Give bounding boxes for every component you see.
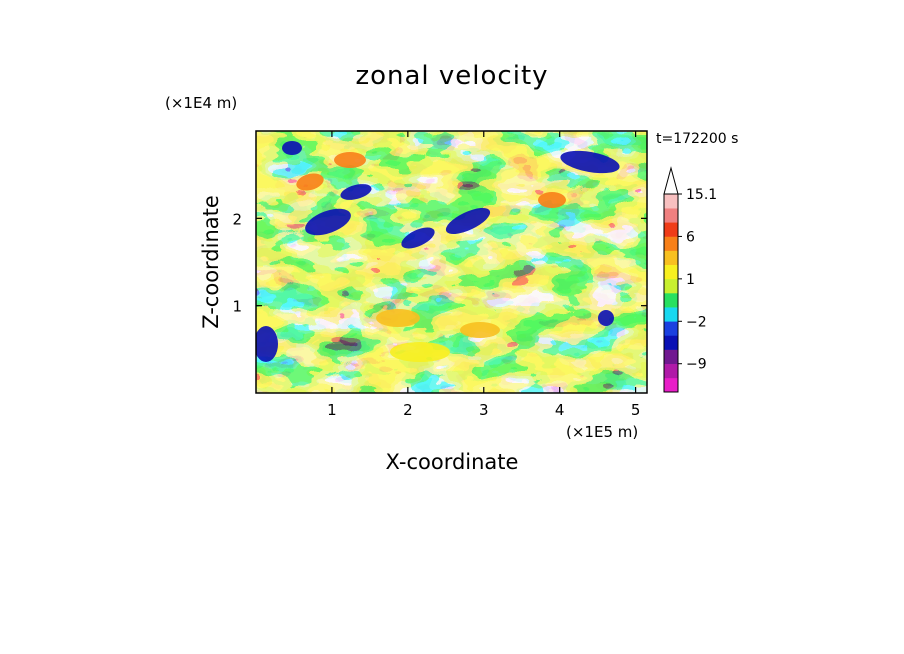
y-tick-label: 2: [232, 210, 242, 228]
colorbar-swatch: [664, 363, 678, 379]
colorbar-swatch: [664, 377, 678, 393]
colorbar-swatch: [664, 307, 678, 322]
colorbar-swatch: [664, 321, 678, 336]
colorbar-swatch: [664, 208, 678, 223]
colorbar-swatch: [664, 293, 678, 308]
colorbar-swatch: [664, 250, 678, 266]
colorbar-tick-label: 6: [686, 229, 695, 245]
colorbar-swatch: [664, 194, 678, 209]
y-unit-label: (×1E4 m): [165, 94, 237, 112]
chart-title: zonal velocity: [355, 61, 548, 91]
colorbar-swatch: [664, 236, 678, 251]
x-axis-label: X-coordinate: [386, 450, 519, 474]
colorbar-swatch: [664, 335, 678, 350]
x-axis-ticks: 1 2 3 4 5: [327, 131, 640, 419]
x-tick-label: 5: [631, 401, 641, 419]
colorbar-tick-label: 15.1: [686, 187, 717, 203]
x-tick-label: 4: [555, 401, 565, 419]
x-unit-label: (×1E5 m): [566, 423, 638, 441]
y-axis-label: Z-coordinate: [199, 195, 223, 329]
colorbar-swatch: [664, 222, 678, 237]
colorbar-extension-max: [663, 166, 679, 195]
time-label: t=172200 s: [656, 131, 738, 147]
x-tick-label: 1: [327, 401, 337, 419]
x-tick-label: 2: [403, 401, 413, 419]
colorbar-swatch: [664, 349, 678, 365]
colorbar-tick-label: 1: [686, 272, 695, 288]
contour-field: [256, 131, 647, 393]
y-axis-ticks: 12: [232, 210, 647, 316]
x-tick-label: 3: [479, 401, 489, 419]
plot-frame: [255, 130, 648, 394]
colorbar-tick-label: −9: [686, 357, 707, 373]
colorbar-frame: [663, 193, 679, 393]
colorbar-swatch: [664, 278, 678, 294]
colorbar-swatch: [664, 264, 678, 280]
colorbar: 15.1 6 1 −2 −9: [663, 166, 717, 393]
wave-bands: [256, 141, 620, 362]
colorbar-tick-label: −2: [686, 314, 707, 330]
y-tick-label: 1: [232, 298, 242, 316]
